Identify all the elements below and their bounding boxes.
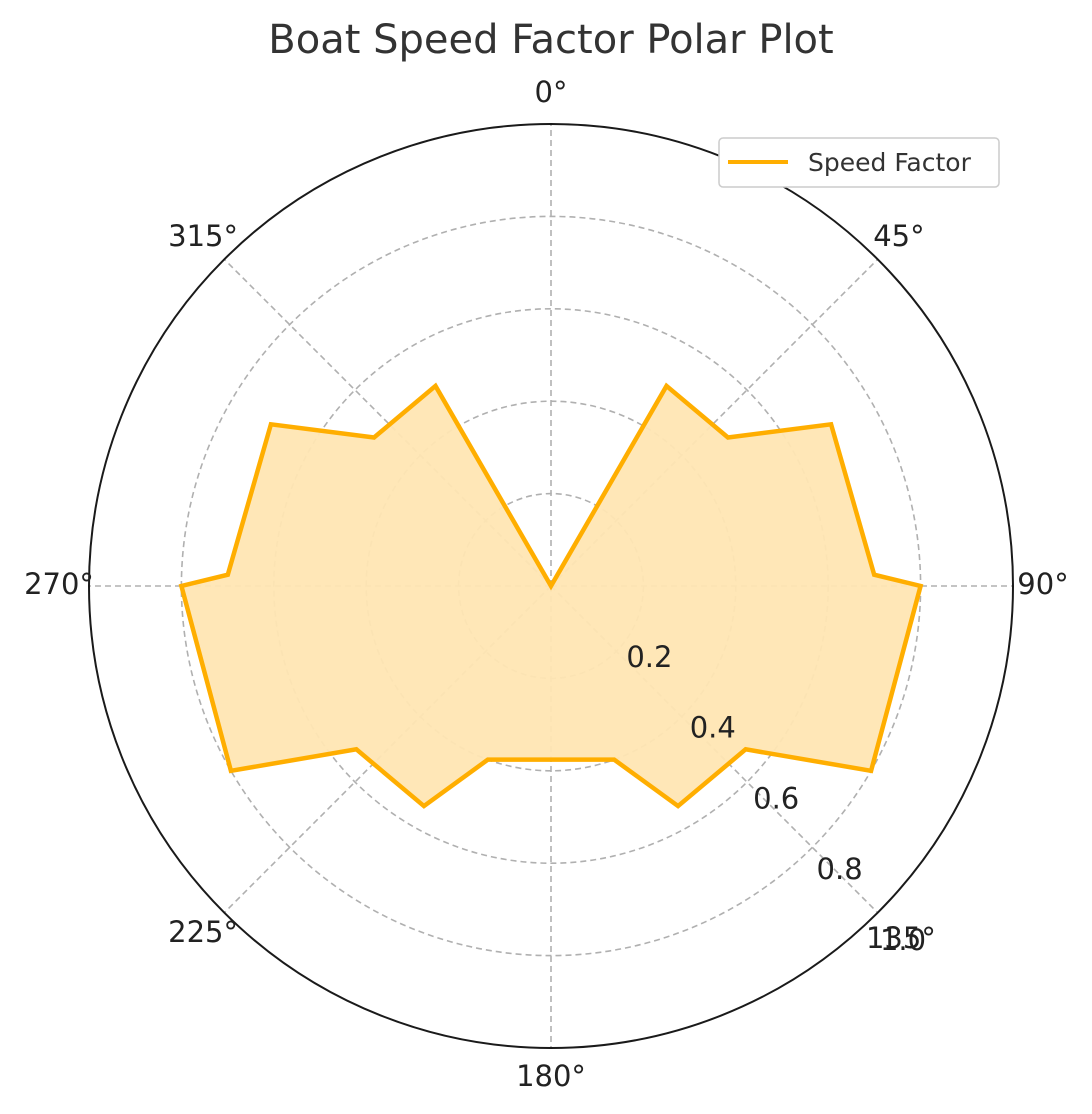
angular-tick-labels: 0° 45° 90° 135° 180° 225° 270° 315° xyxy=(24,75,1069,1093)
series-layer xyxy=(178,382,924,809)
angular-tick-label: 270° xyxy=(24,567,94,601)
radial-tick-label: 0.4 xyxy=(690,711,736,745)
angular-gridline xyxy=(550,258,879,587)
angular-tick-label: 0° xyxy=(535,75,568,109)
angular-tick-label: 135° xyxy=(866,921,936,955)
radial-tick-labels: 0.2 0.4 0.6 0.8 1.0 xyxy=(626,640,926,957)
legend-label: Speed Factor xyxy=(808,148,972,177)
angular-tick-label: 45° xyxy=(873,219,924,253)
radial-tick-label: 0.2 xyxy=(626,640,672,674)
angular-tick-label: 180° xyxy=(516,1059,586,1093)
legend-box xyxy=(718,137,1000,188)
radial-tick-label: 0.8 xyxy=(817,852,863,886)
series-line xyxy=(178,382,924,809)
chart-title: Boat Speed Factor Polar Plot xyxy=(268,17,833,63)
angular-gridline xyxy=(223,258,552,587)
series-area xyxy=(181,385,921,807)
angular-tick-label: 90° xyxy=(1017,567,1068,601)
radial-tick-label: 1.0 xyxy=(880,923,926,957)
legend: Speed Factor xyxy=(718,137,1000,188)
radial-tick-label: 0.6 xyxy=(753,781,799,815)
polar-frame xyxy=(88,123,1014,1049)
angular-tick-label: 315° xyxy=(168,219,238,253)
angular-tick-label: 225° xyxy=(168,915,238,949)
